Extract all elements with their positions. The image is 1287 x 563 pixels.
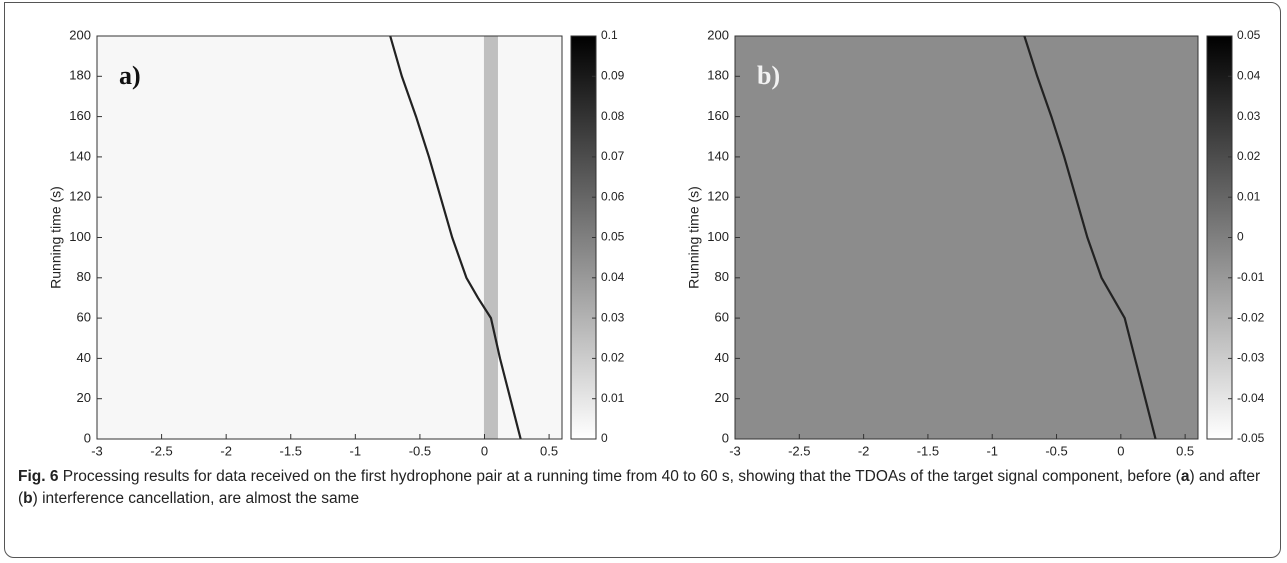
caption-ref: a [1180,468,1190,485]
y-tick-label: 80 [715,269,729,284]
y-tick-label: 160 [69,108,91,123]
trace [1023,36,1157,439]
x-tick-label: 0 [481,443,488,458]
x-tick-label: -2 [858,443,870,458]
x-tick-label: -2.5 [150,443,172,458]
x-tick-label: -1 [350,443,362,458]
colorbar-tick-label: 0.02 [601,351,625,365]
y-tick-label: 60 [77,310,91,325]
colorbar-tick-label: -0.04 [1237,391,1265,405]
colorbar-tick-label: 0.03 [1237,109,1261,123]
x-tick-label: -3 [91,443,103,458]
plot-content [389,36,522,439]
y-tick-label: 60 [715,310,729,325]
colorbar-tick-label: 0.09 [601,68,625,82]
colorbar-tick-label: 0.1 [601,28,618,42]
x-tick-label: -1.5 [917,443,939,458]
y-tick-label: 140 [69,148,91,163]
x-tick-label: -1.5 [280,443,302,458]
stripe [483,36,498,439]
caption: Fig. 6 Processing results for data recei… [18,466,1268,510]
y-tick-label: 120 [69,189,91,204]
y-tick-label: 80 [77,269,91,284]
colorbar-tick-label: 0 [601,431,608,445]
y-tick-label: 100 [69,229,91,244]
colorbar-tick-label: 0.01 [1237,189,1261,203]
panel-label: a) [119,61,141,90]
x-tick-label: 0.5 [1176,443,1194,458]
y-tick-label: 120 [707,189,729,204]
colorbar-tick-label: 0.05 [1237,28,1261,42]
y-tick-label: 20 [715,390,729,405]
caption-text: ) interference cancellation, are almost … [32,490,360,507]
colorbar-tick-label: 0.03 [601,310,625,324]
y-tick-label: 200 [69,27,91,42]
colorbar-tick-label: 0.05 [601,230,625,244]
y-axis-label: Running time (s) [48,186,64,289]
x-tick-label: -2.5 [788,443,810,458]
colorbar-tick-label: 0 [1237,230,1244,244]
colorbar [1206,35,1233,440]
caption-ref: b [23,490,33,507]
y-tick-label: 180 [707,68,729,83]
y-tick-label: 140 [707,148,729,163]
colorbar-tick-label: -0.02 [1237,310,1265,324]
colorbar-tick-label: 0.02 [1237,149,1261,163]
x-tick-label: 0 [1117,443,1124,458]
colorbar-tick-label: 0.01 [601,391,625,405]
colorbar-tick-label: -0.01 [1237,270,1265,284]
plot-content [1023,36,1157,439]
figure-frame [4,2,1281,558]
y-tick-label: 20 [77,390,91,405]
y-axis-label: Running time (s) [686,186,702,289]
caption-text: ) and after ( [18,468,1261,507]
colorbar-tick-label: 0.06 [601,189,625,203]
y-tick-label: 40 [77,350,91,365]
x-tick-label: -3 [729,443,741,458]
colorbar-tick-label: 0.07 [601,149,625,163]
plot-background [735,36,1198,439]
figure: -3 -2.5 -2 -1.5 -1 -0.5 0 0.5 0 20 40 60 80 100 120 140… [48,27,1265,458]
x-tick-label: -0.5 [409,443,431,458]
y-tick-label: 0 [722,430,729,445]
x-tick-label: 0.5 [540,443,558,458]
caption-text: Processing results for data received on … [62,468,1181,485]
y-tick-label: 200 [707,27,729,42]
y-tick-label: 160 [707,108,729,123]
colorbar [570,35,597,440]
x-tick-label: -2 [220,443,232,458]
colorbar-tick-label: -0.03 [1237,351,1265,365]
y-tick-label: 40 [715,350,729,365]
colorbar-tick-label: -0.05 [1237,431,1265,445]
colorbar-tick-label: 0.08 [601,109,625,123]
colorbar-tick-label: 0.04 [1237,68,1261,82]
y-tick-label: 100 [707,229,729,244]
panel-label: b) [757,61,780,90]
y-tick-label: 180 [69,68,91,83]
trace [389,36,522,439]
colorbar-tick-label: 0.04 [601,270,625,284]
y-tick-label: 0 [84,430,91,445]
x-tick-label: -0.5 [1045,443,1067,458]
figure-number: Fig. 6 [18,468,59,485]
x-tick-label: -1 [986,443,998,458]
